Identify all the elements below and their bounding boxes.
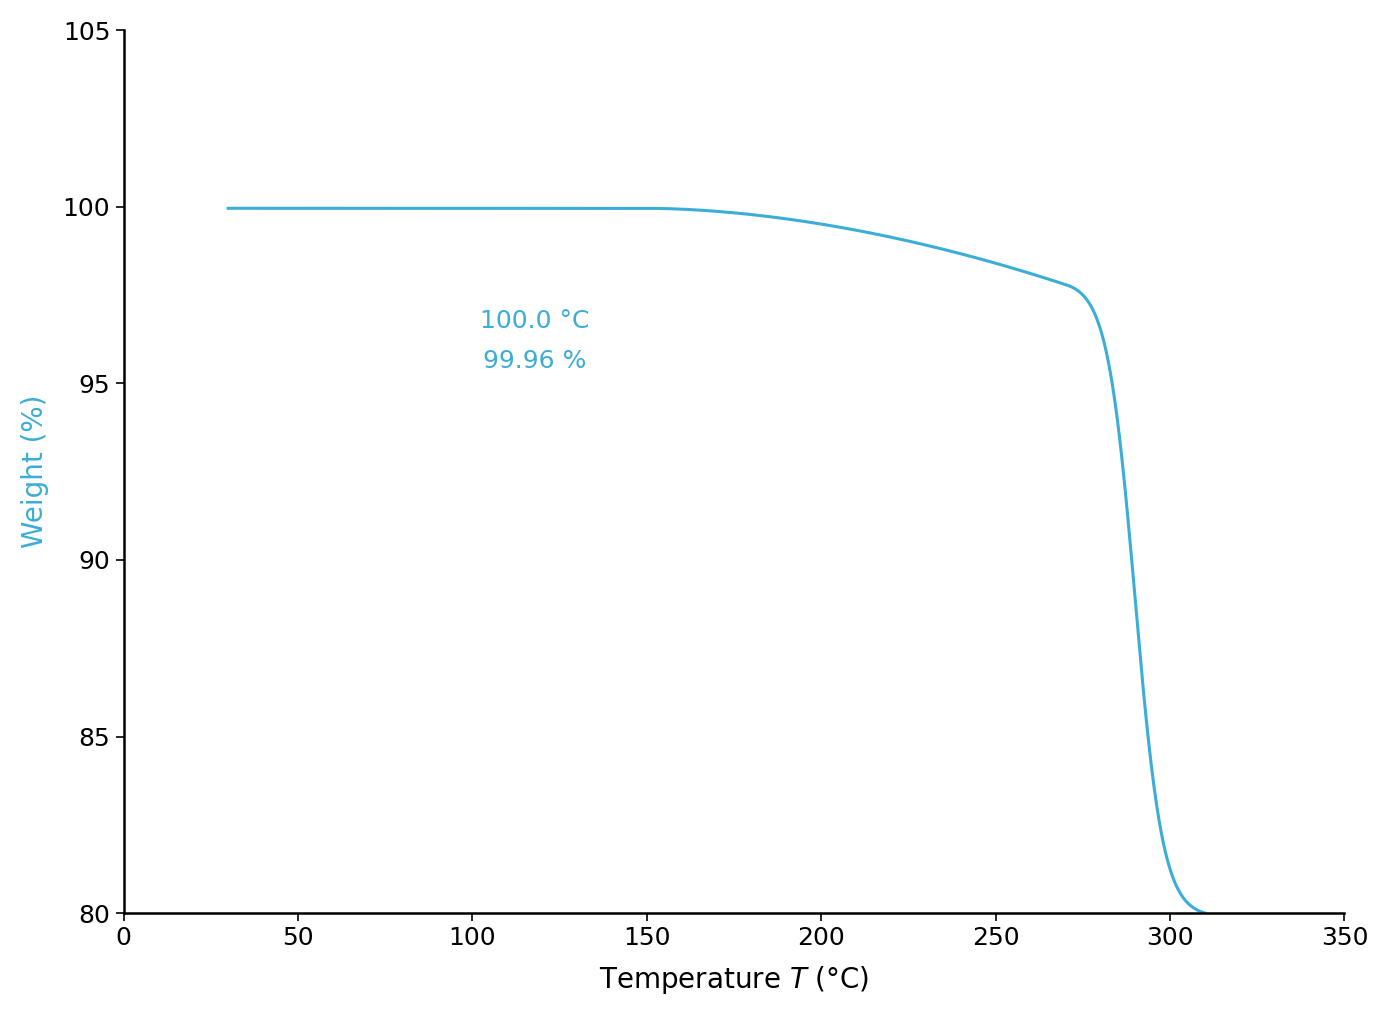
Y-axis label: Weight (%): Weight (%) xyxy=(21,395,49,548)
X-axis label: Temperature $\mathit{T}$ (°C): Temperature $\mathit{T}$ (°C) xyxy=(599,964,870,997)
Text: 100.0 °C
99.96 %: 100.0 °C 99.96 % xyxy=(481,309,590,372)
